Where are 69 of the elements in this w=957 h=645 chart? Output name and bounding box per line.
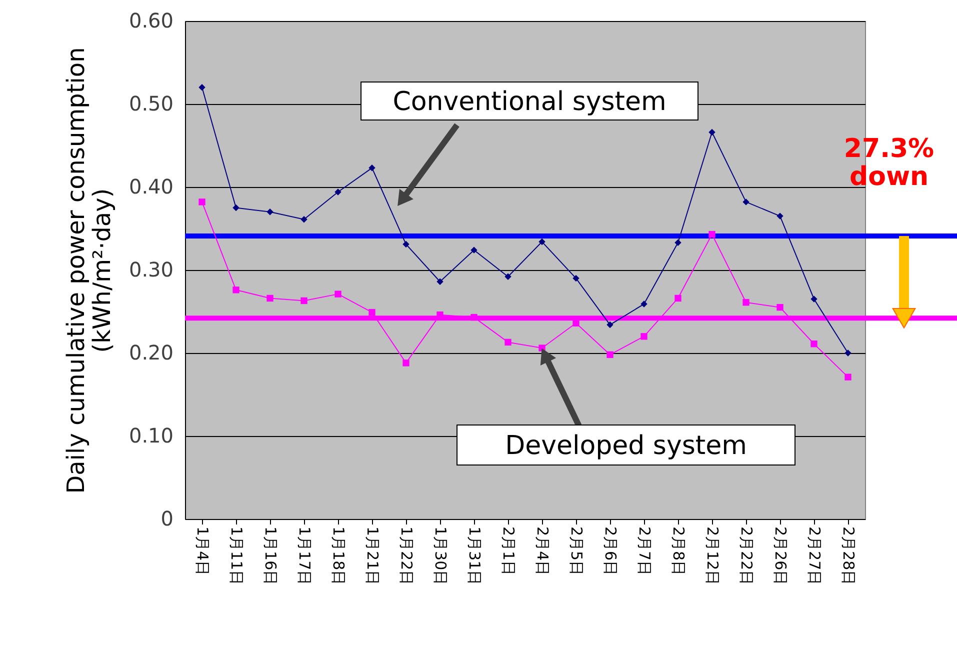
x-tick-label: 1月31日 bbox=[466, 526, 484, 586]
point bbox=[266, 294, 274, 302]
y-tick-label: 0.10 bbox=[128, 424, 174, 448]
point bbox=[504, 338, 512, 346]
point bbox=[470, 246, 478, 254]
point bbox=[674, 239, 682, 246]
point bbox=[742, 198, 750, 206]
point bbox=[844, 374, 852, 380]
y-tick-label: 0.50 bbox=[128, 92, 174, 116]
x-tick-label: 1月30日 bbox=[432, 526, 450, 586]
point bbox=[776, 212, 784, 220]
point bbox=[300, 216, 308, 223]
point bbox=[334, 290, 342, 298]
point bbox=[606, 321, 614, 328]
y-tick-label: 0.60 bbox=[128, 8, 174, 32]
x-tick-label: 2月8日 bbox=[670, 526, 688, 576]
point bbox=[300, 297, 308, 304]
y-tick-label: 0 bbox=[160, 506, 174, 530]
point bbox=[640, 300, 648, 308]
point bbox=[402, 240, 410, 248]
x-tick-label: 1月22日 bbox=[398, 526, 416, 586]
x-tick-label: 1月18日 bbox=[330, 526, 348, 586]
x-tick-label: 1月11日 bbox=[228, 526, 246, 586]
point bbox=[470, 314, 478, 321]
text: Developed system bbox=[505, 431, 747, 461]
point bbox=[368, 164, 376, 172]
x-tick-label: 2月12日 bbox=[704, 526, 722, 586]
x-tick-label: 1月4日 bbox=[194, 526, 212, 576]
point bbox=[572, 274, 580, 282]
y-axis-title: Daily cumulative power consumption (kWh/m²·day) bbox=[62, 47, 116, 494]
point bbox=[368, 308, 376, 316]
x-tick-label: 1月17日 bbox=[296, 526, 314, 586]
series-label: Conventional system bbox=[392, 87, 666, 117]
point bbox=[198, 84, 206, 91]
annotation: 27.3% down bbox=[844, 134, 934, 192]
point bbox=[606, 351, 614, 358]
point bbox=[232, 204, 240, 212]
point bbox=[640, 333, 648, 340]
point bbox=[708, 230, 716, 238]
point bbox=[810, 296, 818, 302]
point bbox=[844, 350, 852, 356]
point bbox=[266, 208, 274, 216]
y-tick-label: 0.20 bbox=[128, 340, 174, 364]
y-tick-label: 0.40 bbox=[128, 174, 174, 198]
point bbox=[402, 360, 410, 366]
point bbox=[538, 238, 546, 246]
point bbox=[436, 278, 444, 285]
point bbox=[232, 286, 240, 294]
x-tick-label: 2月1日 bbox=[500, 526, 518, 576]
y-tick-label: 0.30 bbox=[128, 258, 174, 282]
x-tick-label: 2月28日 bbox=[840, 526, 858, 586]
x-tick-label: 2月7日 bbox=[636, 526, 654, 576]
x-tick-label: 2月22日 bbox=[738, 526, 756, 586]
x-tick-label: 1月21日 bbox=[364, 526, 382, 586]
x-tick-label: 1月16日 bbox=[262, 526, 280, 586]
point bbox=[504, 273, 512, 280]
point bbox=[776, 304, 784, 311]
point bbox=[334, 188, 342, 196]
x-tick-label: 2月26日 bbox=[772, 526, 790, 586]
point bbox=[708, 128, 716, 136]
x-tick-label: 2月6日 bbox=[602, 526, 620, 576]
x-tick-label: 2月4日 bbox=[534, 526, 552, 576]
point bbox=[674, 294, 682, 302]
point bbox=[810, 340, 818, 348]
point bbox=[742, 299, 750, 306]
point bbox=[572, 320, 580, 326]
point bbox=[198, 198, 206, 206]
x-tick-label: 2月27日 bbox=[806, 526, 824, 586]
x-tick-label: 2月5日 bbox=[568, 526, 586, 576]
